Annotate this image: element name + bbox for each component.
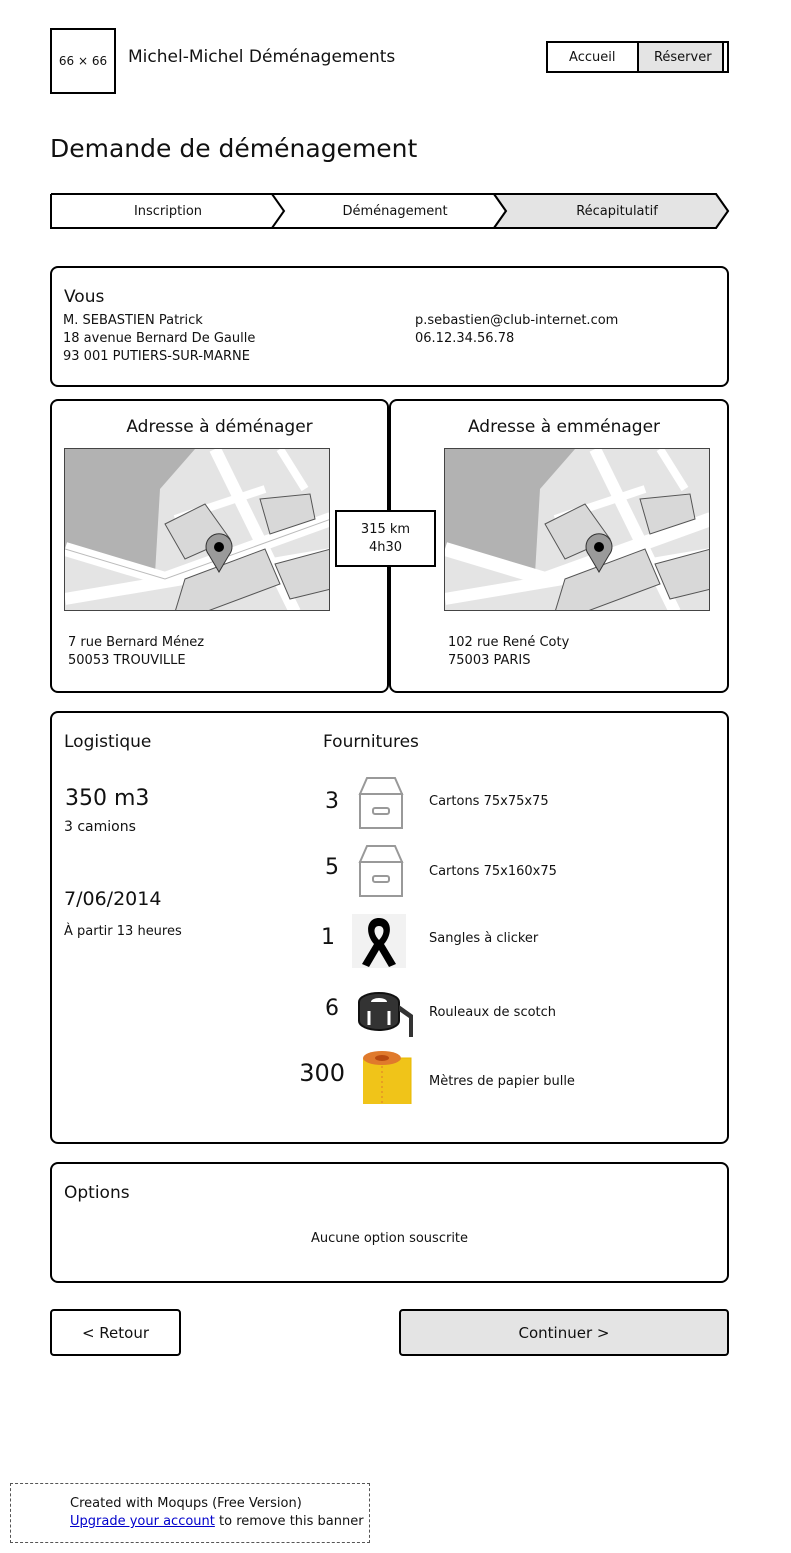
step-inscription[interactable]: Inscription [133, 203, 203, 219]
supply-label: Sangles à clicker [429, 931, 539, 946]
step-demenagement[interactable]: Déménagement [342, 203, 448, 219]
vous-name: M. SEBASTIEN Patrick [63, 313, 203, 328]
distance-km: 315 km [360, 521, 411, 537]
map-pin-icon [205, 533, 233, 573]
options-title: Options [64, 1183, 130, 1203]
back-button[interactable]: < Retour [50, 1309, 181, 1356]
moqups-banner: Created with Moqups (Free Version) Upgra… [10, 1483, 370, 1543]
options-card: Options Aucune option souscrite [50, 1162, 729, 1283]
logo-placeholder: 66 × 66 [50, 28, 116, 94]
banner-upgrade-line: Upgrade your account to remove this bann… [70, 1513, 369, 1531]
to-address-line2: 75003 PARIS [448, 653, 531, 668]
brand-name: Michel-Michel Déménagements [128, 47, 396, 67]
supply-qty: 6 [325, 996, 339, 1021]
supply-qty: 300 [299, 1059, 345, 1087]
from-address-card: Adresse à déménager 7 rue Bernard Ménez … [50, 399, 389, 693]
trucks-count: 3 camions [64, 819, 136, 835]
supply-qty: 1 [321, 925, 335, 950]
vous-title: Vous [64, 287, 105, 307]
tape-roll-icon [358, 992, 413, 1037]
vous-card: Vous M. SEBASTIEN Patrick 18 avenue Bern… [50, 266, 729, 387]
logistique-title: Logistique [64, 732, 152, 752]
banner-text: Created with Moqups (Free Version) [70, 1496, 302, 1511]
move-date: 7/06/2014 [64, 888, 162, 910]
page-title: Demande de déménagement [50, 134, 418, 163]
banner-rest-text: to remove this banner [214, 1514, 364, 1529]
to-title: Adresse à emménager [467, 417, 661, 437]
supply-qty: 3 [325, 789, 339, 814]
vous-address-line1: 18 avenue Bernard De Gaulle [63, 331, 256, 346]
step-progress: Inscription Déménagement Récapitulatif [50, 193, 732, 229]
supply-label: Rouleaux de scotch [429, 1005, 557, 1020]
box-icon [358, 845, 404, 897]
box-icon [358, 777, 404, 829]
supply-label: Cartons 75x75x75 [429, 794, 549, 809]
supply-label: Cartons 75x160x75 [429, 864, 557, 879]
step-recapitulatif[interactable]: Récapitulatif [576, 203, 658, 219]
logo-text: 66 × 66 [58, 54, 108, 68]
distance-box: 315 km 4h30 [335, 510, 436, 567]
options-empty-text: Aucune option souscrite [310, 1231, 469, 1246]
to-address-card: Adresse à emménager 102 rue René Coty 75… [389, 399, 729, 693]
map-image [445, 449, 709, 610]
top-nav: Accueil Réserver [546, 41, 729, 73]
from-address-line1: 7 rue Bernard Ménez [68, 635, 205, 650]
bubble-wrap-roll-icon [363, 1051, 412, 1104]
from-title: Adresse à déménager [126, 417, 313, 437]
nav-accueil-button[interactable]: Accueil [569, 49, 616, 65]
supply-qty: 5 [325, 855, 339, 880]
vous-phone: 06.12.34.56.78 [415, 331, 515, 346]
logistics-card: Logistique 350 m3 3 camions 7/06/2014 À … [50, 711, 729, 1144]
step-arrows-shape [50, 193, 730, 229]
from-address-line2: 50053 TROUVILLE [68, 653, 186, 668]
map-pin-icon [585, 533, 613, 573]
to-address-line1: 102 rue René Coty [448, 635, 570, 650]
from-map[interactable] [64, 448, 330, 611]
vous-email: p.sebastien@club-internet.com [415, 313, 619, 328]
fournitures-title: Fournitures [323, 732, 419, 752]
continue-button[interactable]: Continuer > [399, 1309, 729, 1356]
to-map[interactable] [444, 448, 710, 611]
supply-label: Mètres de papier bulle [429, 1074, 575, 1089]
upgrade-account-link[interactable]: Upgrade your account [70, 1514, 215, 1529]
map-image [65, 449, 329, 610]
volume-value: 350 m3 [65, 786, 150, 811]
vous-address-line2: 93 001 PUTIERS-SUR-MARNE [63, 349, 250, 364]
ribbon-icon [352, 914, 406, 968]
distance-time: 4h30 [368, 539, 403, 555]
nav-reserver-button[interactable]: Réserver [636, 43, 727, 71]
move-time: À partir 13 heures [64, 924, 182, 939]
